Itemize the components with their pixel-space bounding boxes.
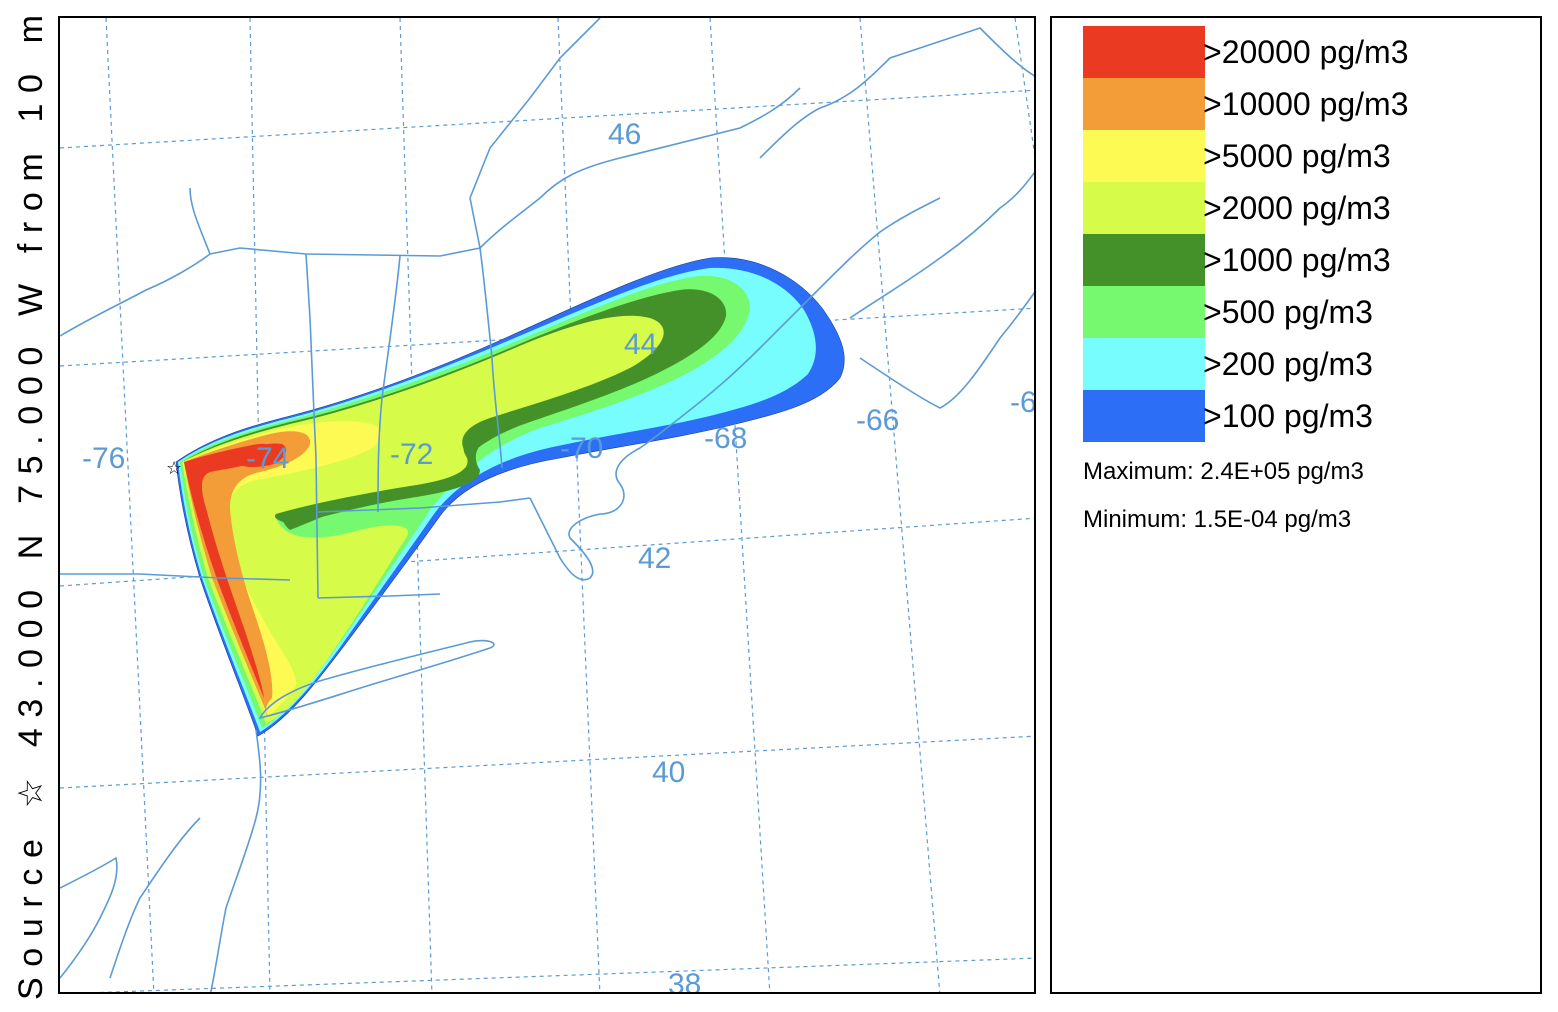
latitude-gridlines bbox=[60, 89, 1034, 992]
lat-label: 38 bbox=[668, 968, 701, 994]
legend-label: >200 pg/m3 bbox=[1203, 346, 1373, 382]
lon-label: -66 bbox=[856, 404, 899, 437]
source-star-icon: ☆ bbox=[166, 458, 182, 479]
new-brunswick bbox=[759, 27, 1034, 159]
legend-label: >5000 pg/m3 bbox=[1203, 138, 1391, 174]
source-label-text: Source ☆ 43.000 N 75.000 W from 10 m bbox=[12, 15, 50, 1000]
lon-gridline bbox=[557, 18, 601, 992]
legend-label: >1000 pg/m3 bbox=[1203, 242, 1391, 278]
long-island bbox=[258, 639, 495, 720]
lon-gridline bbox=[859, 18, 941, 992]
minimum-value: Minimum: 1.5E-04 pg/m3 bbox=[1083, 506, 1352, 533]
longitude-labels: -76 -74 -72 -70 -68 -66 -64 bbox=[82, 386, 1036, 475]
contour-2000 bbox=[182, 315, 664, 724]
coastlines bbox=[60, 18, 1034, 992]
legend-item: >1000 pg/m3 bbox=[1083, 234, 1523, 286]
lon-gridline bbox=[105, 18, 155, 992]
concentration-plume bbox=[175, 257, 845, 737]
contour-2000-inner bbox=[274, 384, 612, 524]
legend-label: >20000 pg/m3 bbox=[1203, 34, 1409, 70]
ny-pa-border bbox=[60, 573, 291, 581]
nova-scotia bbox=[849, 171, 1034, 409]
canada-border bbox=[60, 18, 601, 337]
quebec-north bbox=[189, 87, 801, 255]
legend-item: >5000 pg/m3 bbox=[1083, 130, 1523, 182]
contour-10000 bbox=[184, 431, 311, 716]
vt-nh-border bbox=[377, 255, 401, 513]
latitude-labels: 46 44 42 40 38 bbox=[608, 118, 701, 994]
legend-item: >2000 pg/m3 bbox=[1083, 182, 1523, 234]
ne-coast bbox=[529, 197, 941, 581]
map-panel[interactable]: ☆ -76 -74 -72 -70 -68 -66 -64 46 44 42 4… bbox=[58, 16, 1036, 994]
legend-label: >2000 pg/m3 bbox=[1203, 190, 1391, 226]
source-label: Source ☆ 43.000 N 75.000 W from 10 m bbox=[0, 0, 56, 1000]
maximum-value: Maximum: 2.4E+05 pg/m3 bbox=[1083, 458, 1364, 485]
lat-label: 40 bbox=[652, 756, 685, 789]
contour-20000-core bbox=[236, 443, 287, 467]
legend-label: >500 pg/m3 bbox=[1203, 294, 1373, 330]
nj-coast bbox=[210, 729, 262, 992]
legend-item: >20000 pg/m3 bbox=[1083, 26, 1523, 78]
legend-item: >10000 pg/m3 bbox=[1083, 78, 1523, 130]
lon-label: -64 bbox=[1010, 386, 1036, 419]
lat-gridline bbox=[60, 735, 1034, 789]
mass-border bbox=[317, 497, 531, 513]
lon-label: -72 bbox=[390, 438, 433, 471]
legend-item: >500 pg/m3 bbox=[1083, 286, 1523, 338]
lon-label: -68 bbox=[704, 422, 747, 455]
legend-swatch bbox=[1083, 234, 1205, 286]
delaware-bay bbox=[109, 817, 201, 979]
lon-gridline bbox=[1014, 18, 1034, 155]
legend-swatch bbox=[1083, 286, 1205, 338]
lat-gridline bbox=[60, 89, 1034, 149]
legend-swatch bbox=[1083, 130, 1205, 182]
legend-swatch bbox=[1083, 78, 1205, 130]
lat-label: 42 bbox=[638, 542, 671, 575]
lon-label: -70 bbox=[560, 432, 603, 465]
legend-swatch bbox=[1083, 182, 1205, 234]
lat-label: 46 bbox=[608, 118, 641, 151]
legend-panel: >20000 pg/m3 >10000 pg/m3 >5000 pg/m3 >2000… bbox=[1050, 16, 1542, 994]
lon-gridline bbox=[709, 18, 771, 992]
lat-label: 44 bbox=[624, 328, 657, 361]
ny-vt-border bbox=[305, 253, 319, 599]
legend-label: >10000 pg/m3 bbox=[1203, 86, 1409, 122]
legend-swatch bbox=[1083, 26, 1205, 78]
contour-20000 bbox=[184, 443, 272, 698]
legend-item: >100 pg/m3 bbox=[1083, 390, 1523, 442]
map-canvas: ☆ -76 -74 -72 -70 -68 -66 -64 46 44 42 4… bbox=[60, 18, 1036, 994]
chesapeake bbox=[60, 856, 118, 979]
lon-label: -74 bbox=[246, 442, 289, 475]
legend-label: >100 pg/m3 bbox=[1203, 398, 1373, 434]
legend-item: >200 pg/m3 bbox=[1083, 338, 1523, 390]
legend-swatch bbox=[1083, 390, 1205, 442]
ct-border bbox=[317, 593, 441, 599]
lat-gridline bbox=[98, 957, 1034, 992]
nh-me-border bbox=[479, 247, 503, 469]
lon-label: -76 bbox=[82, 442, 125, 475]
legend-swatch bbox=[1083, 338, 1205, 390]
